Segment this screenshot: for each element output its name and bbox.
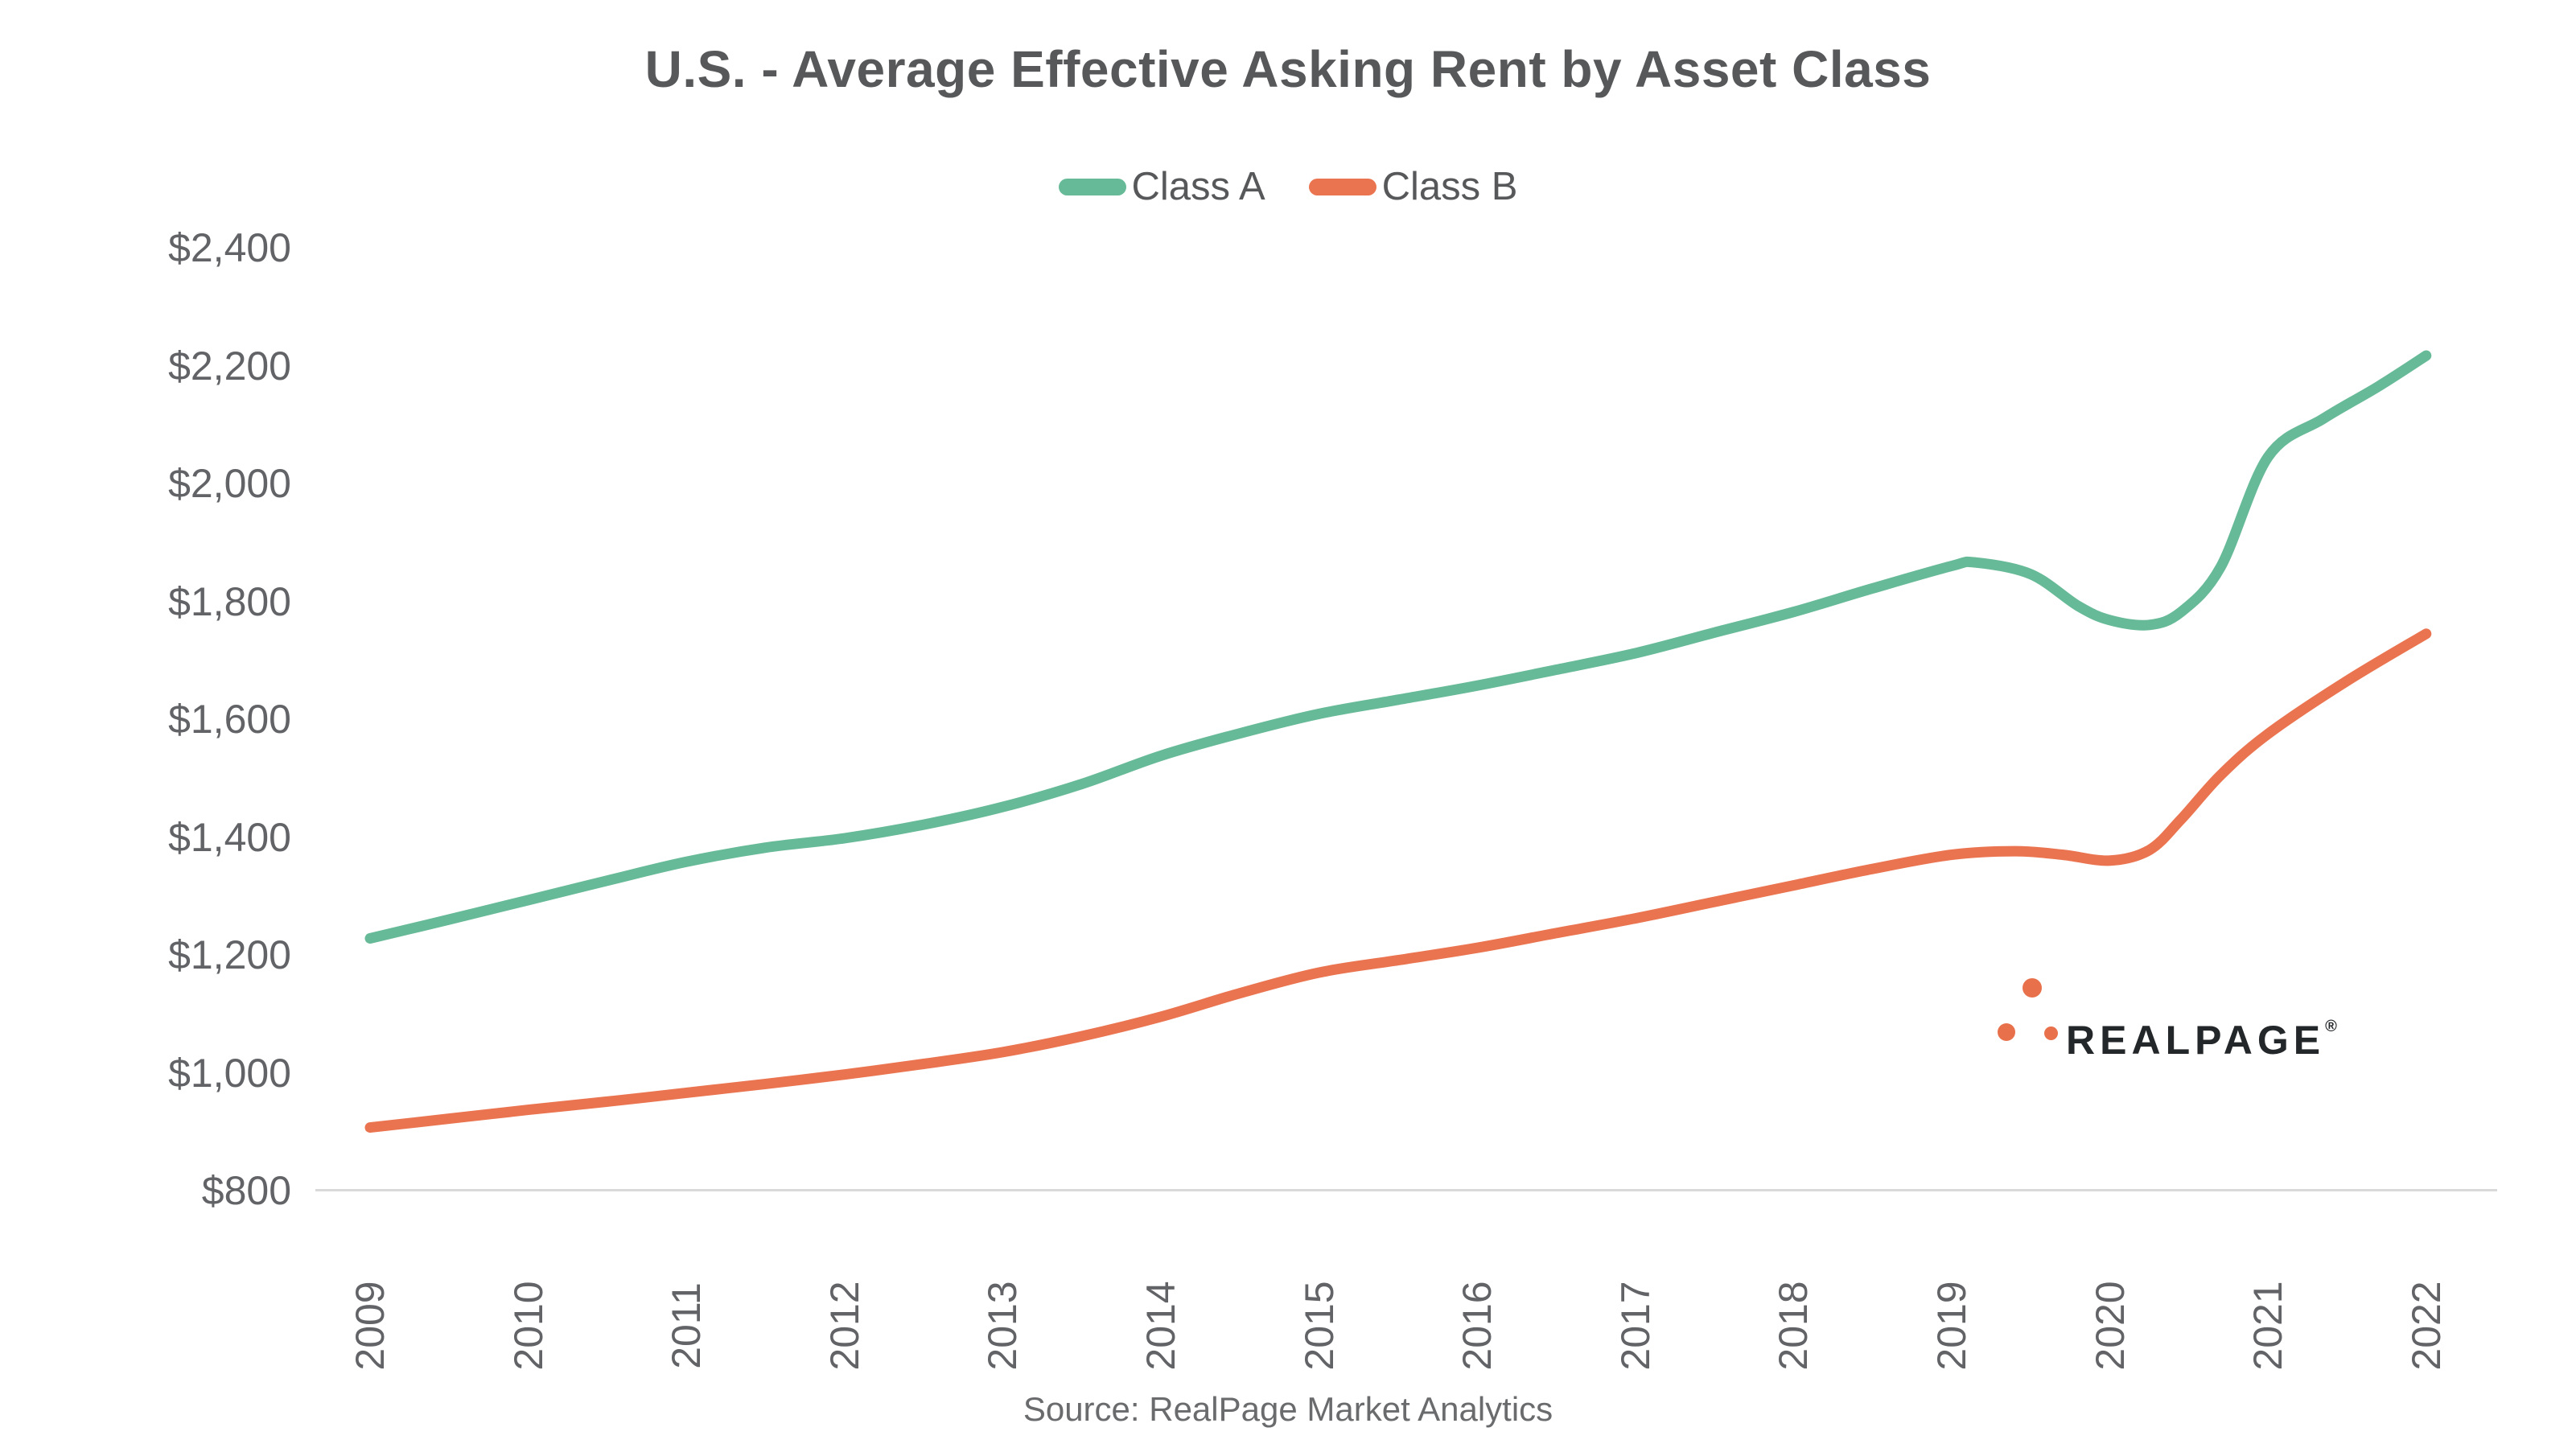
source-note: Source: RealPage Market Analytics: [1023, 1390, 1553, 1428]
x-axis-label: 2011: [664, 1282, 710, 1369]
x-axis-label: 2017: [1612, 1281, 1658, 1371]
logo-dot-icon: [1998, 1023, 2015, 1041]
logo-wordmark-text: REALPAGE: [2066, 1018, 2326, 1063]
x-axis-label: 2015: [1296, 1281, 1342, 1371]
realpage-logo: REALPAGE®: [1997, 977, 2375, 1073]
y-axis-label: $2,400: [168, 225, 291, 270]
x-axis-baseline: [315, 1189, 2497, 1191]
x-axis-label: 2009: [348, 1281, 393, 1371]
legend-item-class-a: Class A: [1058, 164, 1265, 209]
legend-swatch-icon: [1308, 178, 1376, 195]
chart-title: U.S. - Average Effective Asking Rent by …: [644, 40, 1932, 98]
legend-swatch-icon: [1058, 178, 1126, 195]
logo-dot-icon: [2023, 978, 2042, 998]
y-axis-label: $1,400: [168, 814, 291, 860]
x-axis-label: 2012: [821, 1281, 867, 1371]
y-axis-label: $2,200: [168, 343, 291, 389]
legend: Class A Class B: [0, 158, 2576, 216]
x-axis-label: 2018: [1771, 1281, 1817, 1371]
series-line-class-a: [364, 350, 2432, 944]
y-axis-label: $2,000: [168, 461, 291, 506]
legend-item-class-b: Class B: [1308, 164, 1518, 209]
logo-dot-icon: [2044, 1026, 2058, 1040]
x-axis-label: 2021: [2245, 1281, 2291, 1371]
registered-trademark-icon: ®: [2325, 1018, 2337, 1035]
x-axis-label: 2020: [2087, 1281, 2133, 1371]
legend-label: Class A: [1131, 165, 1265, 208]
x-axis-label: 2014: [1138, 1281, 1183, 1371]
series-line-class-b: [364, 628, 2432, 1133]
x-axis-label: 2019: [1929, 1281, 1974, 1371]
logo-wordmark: REALPAGE®: [2066, 1006, 2337, 1060]
y-axis-label: $1,600: [168, 697, 291, 742]
x-axis-label: 2016: [1455, 1281, 1500, 1371]
y-axis-label: $800: [201, 1168, 291, 1213]
legend-label: Class B: [1381, 165, 1518, 208]
x-axis-label: 2022: [2403, 1281, 2449, 1371]
y-axis-label: $1,000: [168, 1050, 291, 1096]
y-axis-label: $1,200: [168, 932, 291, 977]
x-axis-label: 2010: [505, 1281, 551, 1371]
x-axis-label: 2013: [980, 1281, 1026, 1371]
y-axis-label: $1,800: [168, 578, 291, 624]
